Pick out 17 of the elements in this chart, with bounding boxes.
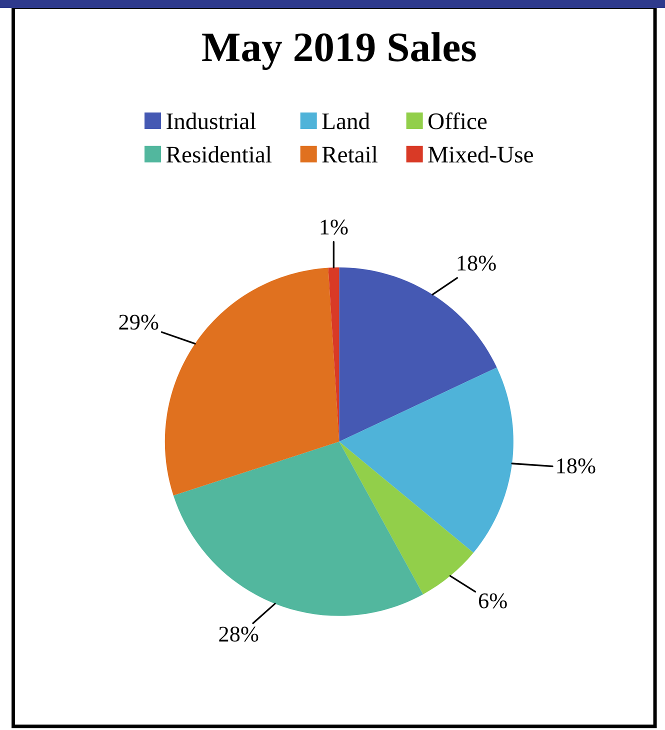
legend-label: Retail bbox=[322, 146, 378, 163]
data-label: 29% bbox=[119, 314, 158, 330]
legend-label: Land bbox=[322, 112, 370, 130]
legend-label: Residential bbox=[166, 146, 272, 163]
data-label: 1% bbox=[320, 220, 348, 235]
legend-label: Office bbox=[428, 112, 487, 130]
pie-slice bbox=[164, 268, 340, 496]
legend-label: Industrial bbox=[166, 112, 256, 130]
data-label: 28% bbox=[219, 626, 258, 642]
pie-slice bbox=[173, 442, 424, 616]
pie-slice bbox=[339, 442, 474, 594]
chart-title: May 2019 Sales bbox=[202, 32, 476, 70]
legend-label: Mixed-Use bbox=[428, 146, 533, 163]
data-label: 6% bbox=[478, 593, 507, 608]
data-label: 18% bbox=[458, 256, 496, 271]
data-label: 18% bbox=[557, 458, 596, 474]
pie-slice bbox=[339, 367, 514, 553]
